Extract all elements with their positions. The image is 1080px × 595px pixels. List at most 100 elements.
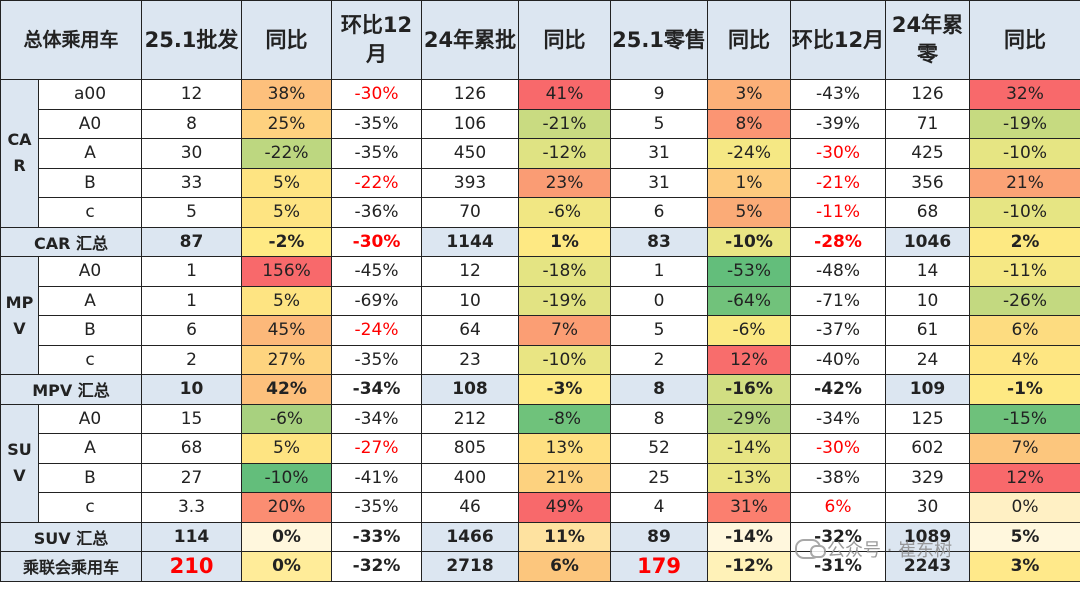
value-cell: 25% [241, 108, 333, 139]
value-cell: 31% [707, 492, 792, 523]
table-row: B 6 45% -24% 64 7% 5 -6% -37% 61 6% [1, 315, 1080, 346]
value-cell: -22% [241, 138, 333, 169]
summary-label: SUV 汇总 [0, 521, 143, 552]
value-cell: 400 [421, 462, 520, 493]
value-cell: 3% [707, 79, 792, 110]
value-cell: 5 [610, 108, 709, 139]
total-value-cell: -12% [707, 551, 792, 582]
value-cell: 12% [707, 344, 792, 375]
value-cell: 64 [421, 315, 520, 346]
table-row: MP V A0 1 156% -45% 12 -18% 1 -53% -48% 14 -11% [0, 256, 1080, 375]
value-cell: 10 [421, 285, 520, 316]
value-cell: -19% [969, 108, 1080, 139]
model-cell: B [37, 315, 143, 346]
value-cell: 61 [885, 315, 971, 346]
value-cell: 68 [885, 197, 971, 228]
value-cell: -34% [331, 403, 423, 434]
value-cell: 5% [241, 197, 333, 228]
value-cell: -12% [518, 138, 612, 169]
value-cell: 106 [421, 108, 520, 139]
value-cell: 15 [141, 403, 243, 434]
value-cell: 5% [707, 197, 792, 228]
summary-value-cell: -42% [790, 374, 887, 405]
value-cell: 23% [518, 167, 612, 198]
summary-row: CAR 汇总 87 -2% -30% 1144 1% 83 -10% -28% 1046 2% [0, 226, 1080, 257]
group-label: SU V [0, 403, 39, 523]
table-row: A 1 5% -69% 10 -19% 0 -64% -71% 10 -26% [1, 285, 1080, 316]
value-cell: -53% [707, 256, 792, 287]
value-cell: 1 [141, 256, 243, 287]
value-cell: 1 [610, 256, 709, 287]
value-cell: -6% [518, 197, 612, 228]
value-cell: 393 [421, 167, 520, 198]
model-cell: A [37, 285, 143, 316]
value-cell: -11% [969, 256, 1080, 287]
value-cell: 5% [241, 167, 333, 198]
summary-value-cell: 11% [518, 521, 612, 552]
value-cell: 38% [241, 79, 333, 110]
value-cell: 12 [141, 79, 243, 110]
col-header-yoy: 同比 [707, 0, 792, 80]
value-cell: 5% [241, 285, 333, 316]
table-row: B 27 -10% -41% 400 21% 25 -13% -38% 329 12% [1, 462, 1080, 493]
summary-value-cell: 1089 [885, 521, 971, 552]
summary-row: SUV 汇总 114 0% -33% 1466 11% 89 -14% -32% 1089 5% [0, 521, 1080, 552]
value-cell: 125 [885, 403, 971, 434]
group-label: MP V [0, 256, 39, 375]
value-cell: 21% [969, 167, 1080, 198]
value-cell: -14% [707, 433, 792, 464]
value-cell: -35% [331, 138, 423, 169]
value-cell: -37% [790, 315, 887, 346]
value-cell: -13% [707, 462, 792, 493]
value-cell: -38% [790, 462, 887, 493]
value-cell: 7% [969, 433, 1080, 464]
summary-value-cell: 83 [610, 226, 709, 257]
model-cell: A [37, 138, 143, 169]
value-cell: -30% [790, 433, 887, 464]
value-cell: 1 [141, 285, 243, 316]
value-cell: 450 [421, 138, 520, 169]
col-header-mom: 环比12月 [331, 0, 423, 80]
value-cell: 425 [885, 138, 971, 169]
summary-value-cell: 1466 [421, 521, 520, 552]
value-cell: -26% [969, 285, 1080, 316]
total-row: 乘联会乘用车 210 0% -32% 2718 6% 179 -12% -31% 2243 3% [0, 551, 1080, 582]
summary-value-cell: 89 [610, 521, 709, 552]
summary-value-cell: -1% [969, 374, 1080, 405]
value-cell: -29% [707, 403, 792, 434]
value-cell: -15% [969, 403, 1080, 434]
value-cell: -10% [241, 462, 333, 493]
table-row: B 33 5% -22% 393 23% 31 1% -21% 356 21% [1, 167, 1080, 198]
value-cell: -21% [790, 167, 887, 198]
group-label-line: V [13, 466, 26, 485]
value-cell: 12 [421, 256, 520, 287]
value-cell: 8 [141, 108, 243, 139]
summary-value-cell: -14% [707, 521, 792, 552]
value-cell: 7% [518, 315, 612, 346]
table-row: SU V A0 15 -6% -34% 212 -8% 8 -29% -34% 125 -15% [0, 403, 1080, 523]
value-cell: 41% [518, 79, 612, 110]
total-value-cell: 6% [518, 551, 612, 582]
summary-value-cell: 2% [969, 226, 1080, 257]
summary-value-cell: -34% [331, 374, 423, 405]
group-label-line: MP [5, 292, 34, 312]
group-label-line: CA [7, 130, 32, 150]
col-header-retail: 25.1零售 [610, 0, 709, 80]
value-cell: 126 [421, 79, 520, 110]
total-value-cell: -32% [331, 551, 423, 582]
value-cell: 126 [885, 79, 971, 110]
table-row: A 30 -22% -35% 450 -12% 31 -24% -30% 425 -10% [1, 138, 1080, 169]
model-cell: a00 [37, 79, 143, 110]
value-cell: 2 [141, 344, 243, 375]
value-cell: -41% [331, 462, 423, 493]
model-cell: B [37, 167, 143, 198]
value-cell: 49% [518, 492, 612, 523]
total-value-cell: 210 [141, 551, 243, 582]
summary-value-cell: 0% [241, 521, 333, 552]
value-cell: 1% [707, 167, 792, 198]
value-cell: 10 [885, 285, 971, 316]
value-cell: -43% [790, 79, 887, 110]
total-value-cell: 0% [241, 551, 333, 582]
value-cell: 13% [518, 433, 612, 464]
